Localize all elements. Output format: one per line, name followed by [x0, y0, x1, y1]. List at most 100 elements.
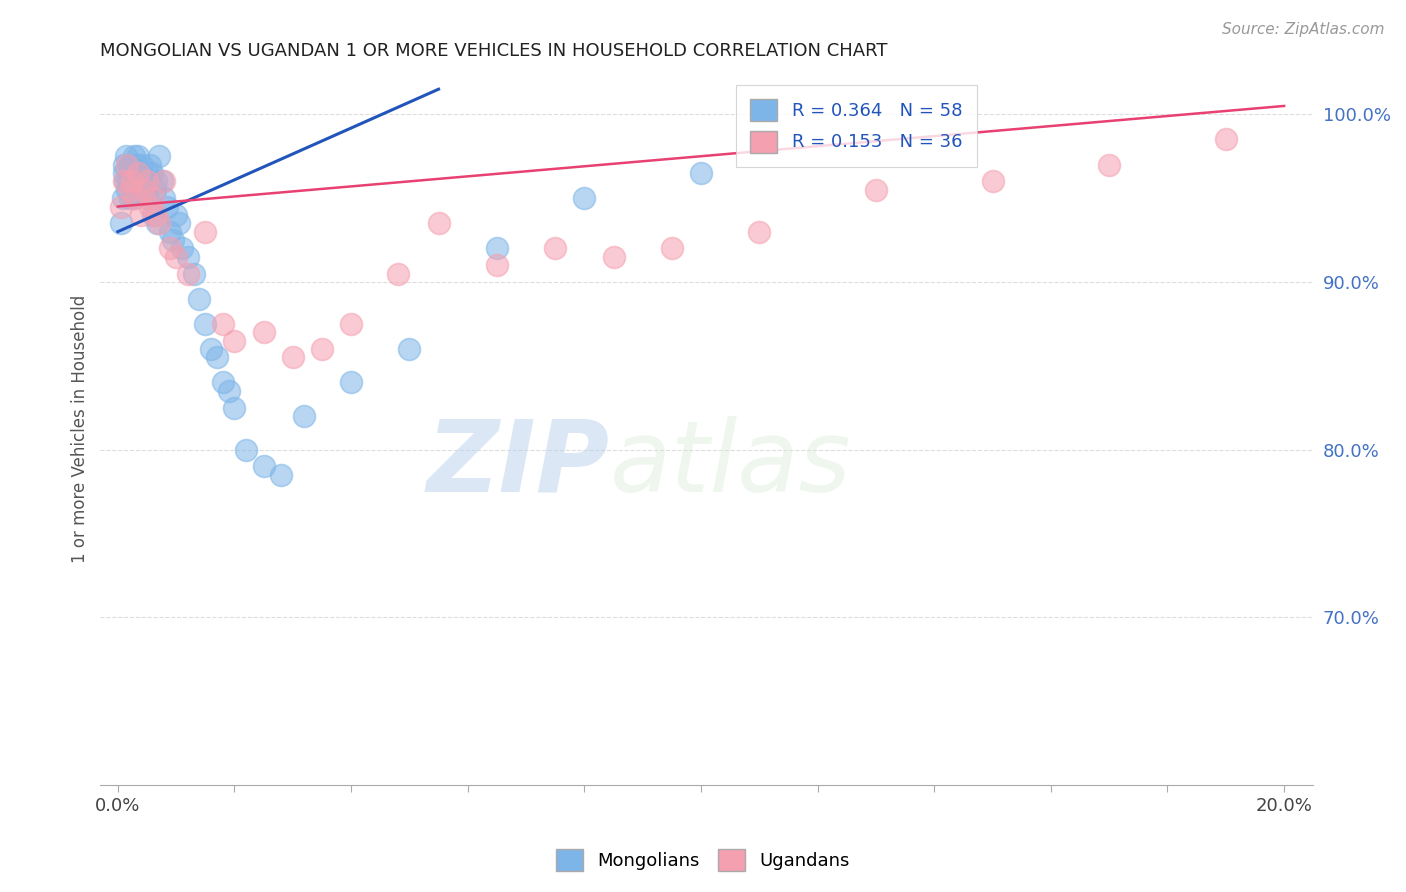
Point — [427, 216, 450, 230]
Point — [129, 166, 152, 180]
Point — [153, 191, 176, 205]
Point — [145, 174, 167, 188]
Point — [485, 258, 508, 272]
Point — [177, 267, 200, 281]
Point — [183, 267, 205, 281]
Point — [218, 384, 240, 398]
Point — [143, 183, 166, 197]
Point — [294, 409, 316, 423]
Point — [118, 183, 141, 197]
Point — [165, 250, 187, 264]
Point — [270, 467, 292, 482]
Legend: R = 0.364   N = 58, R = 0.153   N = 36: R = 0.364 N = 58, R = 0.153 N = 36 — [735, 85, 977, 167]
Point — [112, 166, 135, 180]
Point — [145, 208, 167, 222]
Point — [177, 250, 200, 264]
Point — [148, 216, 170, 230]
Point — [121, 174, 143, 188]
Point — [211, 317, 233, 331]
Point — [253, 325, 276, 339]
Point — [125, 158, 148, 172]
Point — [167, 216, 190, 230]
Point — [200, 342, 222, 356]
Point — [135, 174, 157, 188]
Point — [120, 166, 142, 180]
Point — [111, 191, 134, 205]
Point — [159, 225, 181, 239]
Point — [574, 191, 596, 205]
Point — [311, 342, 333, 356]
Point — [129, 174, 152, 188]
Point — [224, 334, 246, 348]
Point — [136, 166, 159, 180]
Point — [340, 376, 363, 390]
Point — [131, 158, 153, 172]
Point — [121, 166, 143, 180]
Point — [235, 442, 257, 457]
Text: Source: ZipAtlas.com: Source: ZipAtlas.com — [1222, 22, 1385, 37]
Point — [124, 191, 146, 205]
Point — [170, 241, 193, 255]
Point — [544, 241, 567, 255]
Point — [165, 208, 187, 222]
Point — [1098, 158, 1121, 172]
Point — [122, 191, 145, 205]
Point — [211, 376, 233, 390]
Point — [148, 149, 170, 163]
Point — [387, 267, 409, 281]
Point — [136, 191, 159, 205]
Text: ZIP: ZIP — [427, 416, 610, 513]
Point — [136, 174, 159, 188]
Text: atlas: atlas — [610, 416, 852, 513]
Point — [398, 342, 420, 356]
Point — [194, 317, 217, 331]
Point — [485, 241, 508, 255]
Point — [132, 183, 155, 197]
Point — [110, 216, 132, 230]
Point — [162, 233, 184, 247]
Point — [253, 459, 276, 474]
Point — [115, 158, 138, 172]
Point — [146, 216, 169, 230]
Point — [110, 200, 132, 214]
Point — [112, 174, 135, 188]
Point — [118, 191, 141, 205]
Point — [132, 183, 155, 197]
Point — [115, 183, 138, 197]
Point — [194, 225, 217, 239]
Point — [141, 166, 163, 180]
Point — [112, 158, 135, 172]
Point — [224, 401, 246, 415]
Point — [142, 208, 165, 222]
Point — [602, 250, 624, 264]
Point — [127, 149, 149, 163]
Point — [127, 166, 149, 180]
Point — [117, 158, 139, 172]
Point — [748, 225, 770, 239]
Y-axis label: 1 or more Vehicles in Household: 1 or more Vehicles in Household — [72, 294, 89, 563]
Point — [122, 149, 145, 163]
Text: MONGOLIAN VS UGANDAN 1 OR MORE VEHICLES IN HOUSEHOLD CORRELATION CHART: MONGOLIAN VS UGANDAN 1 OR MORE VEHICLES … — [100, 42, 887, 60]
Point — [115, 149, 138, 163]
Point — [153, 174, 176, 188]
Point — [114, 174, 136, 188]
Point — [159, 241, 181, 255]
Point — [661, 241, 683, 255]
Point — [981, 174, 1004, 188]
Point — [139, 158, 162, 172]
Point — [690, 166, 713, 180]
Legend: Mongolians, Ugandans: Mongolians, Ugandans — [548, 842, 858, 879]
Point — [281, 351, 304, 365]
Point — [129, 208, 152, 222]
Point — [340, 317, 363, 331]
Point — [156, 200, 179, 214]
Point — [142, 191, 165, 205]
Point — [150, 174, 173, 188]
Point — [139, 200, 162, 214]
Point — [205, 351, 228, 365]
Point — [188, 292, 211, 306]
Point — [117, 174, 139, 188]
Point — [124, 174, 146, 188]
Point — [1215, 132, 1237, 146]
Point — [865, 183, 887, 197]
